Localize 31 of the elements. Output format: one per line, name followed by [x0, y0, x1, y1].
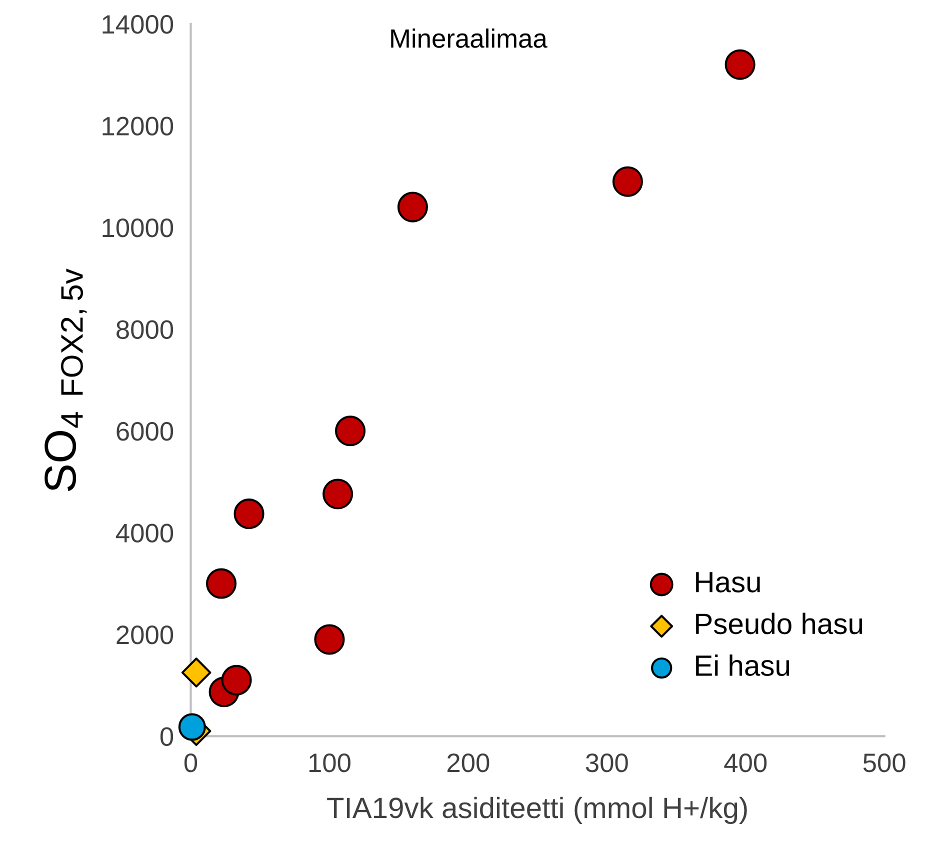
point — [234, 498, 264, 530]
legend-label: Ei hasu — [696, 654, 790, 676]
point — [181, 658, 212, 688]
point — [178, 713, 206, 741]
point — [335, 416, 366, 446]
y-tick-label: 10000 — [102, 218, 174, 238]
x-tick-label: 400 — [724, 754, 767, 772]
y-tick-label: 2000 — [116, 626, 174, 644]
point — [612, 166, 643, 197]
y-tick-label: 0 — [160, 727, 174, 746]
point — [322, 478, 354, 510]
y-tick-label: 14000 — [102, 15, 174, 34]
x-tick-label: 100 — [309, 754, 350, 772]
point — [221, 664, 252, 696]
x-tick-label: 300 — [586, 754, 628, 772]
x-tick-label: 0 — [184, 754, 198, 772]
point — [206, 568, 237, 599]
point — [724, 49, 756, 80]
x-axis-title: TIA19vk asiditeetti (mmol H+/kg) — [327, 796, 747, 824]
legend-label: Pseudo hasu — [696, 612, 862, 634]
y-tick-label: 4000 — [116, 524, 174, 542]
y-axis-title: SO$_{4 FOX2,5v}$ — [44, 268, 87, 492]
point — [397, 192, 428, 222]
point — [314, 624, 345, 655]
chart-title: Mineraalimaa — [391, 28, 548, 48]
legend-label: Hasu — [696, 572, 760, 592]
y-tick-label: 12000 — [102, 116, 174, 136]
x-tick-label: 200 — [448, 754, 490, 772]
x-tick-label: 500 — [863, 754, 906, 772]
y-tick-label: 6000 — [116, 422, 174, 441]
y-tick-label: 8000 — [116, 320, 174, 339]
